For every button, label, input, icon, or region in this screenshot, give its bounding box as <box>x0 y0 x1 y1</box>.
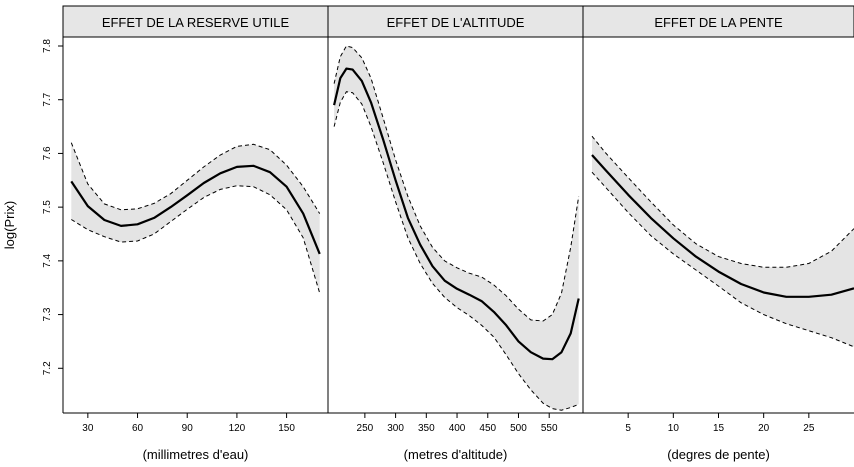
fit-line <box>591 154 854 298</box>
upper-bound-line <box>70 142 321 214</box>
x-tick-label: 550 <box>541 423 558 434</box>
y-axis: 7.2 7.3 7.4 7.5 7.6 7.7 7.8 <box>42 39 64 375</box>
y-tick-label: 7.7 <box>42 92 53 106</box>
panel-1: EFFET DE LA RESERVE UTILE 30 60 90 120 150 (mi… <box>62 5 329 462</box>
y-tick-label: 7.3 <box>42 307 53 321</box>
x-tick-label: 450 <box>479 423 496 434</box>
x-axis-title: (millimetres d'eau) <box>143 447 249 462</box>
x-tick-label: 350 <box>418 423 435 434</box>
panel-strip <box>327 5 584 38</box>
lower-bound-line <box>71 185 321 294</box>
x-axis-title: (metres d'altitude) <box>404 447 508 462</box>
x-tick-label: 400 <box>449 423 466 434</box>
upper-bound-line <box>333 45 580 322</box>
lower-bound-line <box>591 171 854 348</box>
panel-strip <box>62 5 329 38</box>
panels: EFFET DE LA RESERVE UTILE 30 60 90 120 150 (mi… <box>62 5 854 462</box>
x-tick-label: 90 <box>182 423 194 434</box>
x-axis-title: (degres de pente) <box>667 447 770 462</box>
x-tick-label: 10 <box>668 423 680 434</box>
panel-2: EFFET DE L'ALTITUDE 250 300 350 400 450 500 550… <box>327 5 584 462</box>
y-axis-title: log(Prix) <box>2 201 17 249</box>
confidence-band <box>334 46 579 411</box>
panel-title: EFFET DE LA PENTE <box>654 15 783 30</box>
x-tick-label: 500 <box>510 423 527 434</box>
upper-bound-line <box>591 135 854 268</box>
x-tick-label: 25 <box>803 423 815 434</box>
y-tick-label: 7.4 <box>42 253 53 267</box>
panel-strip <box>582 5 854 38</box>
fit-line <box>70 164 321 255</box>
x-tick-label: 60 <box>132 423 144 434</box>
y-tick-label: 7.2 <box>42 361 53 375</box>
x-tick-label: 300 <box>387 423 404 434</box>
y-tick-label: 7.8 <box>42 39 53 53</box>
confidence-band <box>71 142 320 294</box>
x-tick-label: 5 <box>625 423 631 434</box>
x-tick-label: 150 <box>278 423 295 434</box>
x-tick-label: 250 <box>357 423 374 434</box>
confidence-band <box>592 136 854 347</box>
fit-line <box>333 67 580 361</box>
y-tick-label: 7.6 <box>42 146 53 160</box>
panel-3: EFFET DE LA PENTE 5 10 15 20 25 (degres de pen… <box>582 5 854 462</box>
x-tick-label: 20 <box>758 423 770 434</box>
panel-title: EFFET DE L'ALTITUDE <box>387 15 525 30</box>
y-tick-label: 7.5 <box>42 200 53 214</box>
x-tick-label: 120 <box>229 423 246 434</box>
panel-title: EFFET DE LA RESERVE UTILE <box>102 15 290 30</box>
x-tick-label: 15 <box>713 423 725 434</box>
x-tick-label: 30 <box>82 423 94 434</box>
